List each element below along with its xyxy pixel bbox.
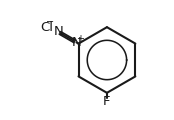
Text: −: − xyxy=(46,18,54,27)
Text: N: N xyxy=(53,25,63,38)
Text: N: N xyxy=(72,36,81,49)
Text: Cl: Cl xyxy=(40,21,53,34)
Text: F: F xyxy=(103,95,111,108)
Text: +: + xyxy=(76,34,84,44)
